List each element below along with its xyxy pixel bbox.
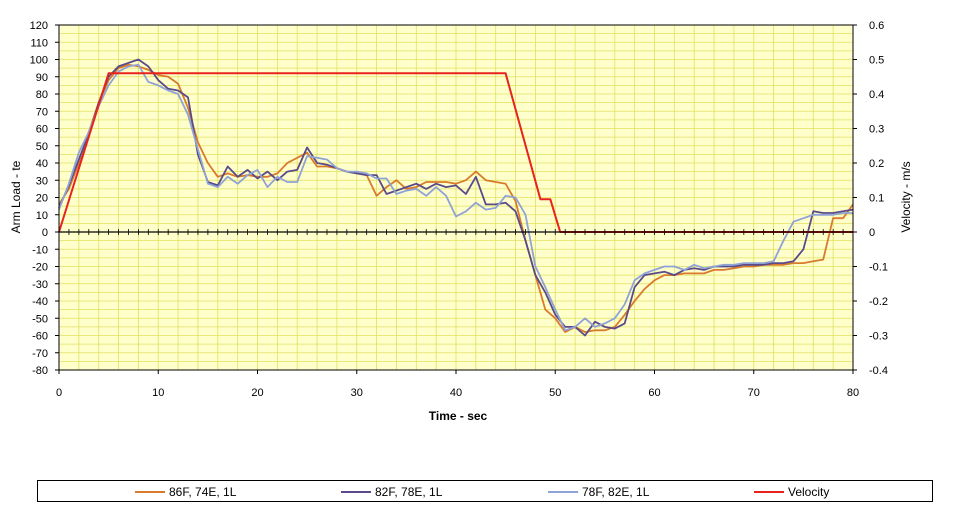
axes	[55, 24, 857, 374]
y-tick-label: 40	[36, 158, 48, 170]
x-tick-label: 10	[152, 387, 164, 399]
y-tick-label: 60	[36, 124, 48, 136]
series-line-2	[58, 58, 854, 337]
series-line-3	[58, 63, 853, 332]
legend-label-4: Velocity	[788, 485, 830, 499]
x-tick-label: 40	[450, 387, 462, 399]
legend-swatch-2	[341, 491, 371, 493]
y2-tick-label: -0.2	[869, 296, 888, 308]
x-axis-title: Time - sec	[429, 409, 488, 423]
y-tick-label: 110	[30, 37, 48, 49]
legend: 86F, 74E, 1L 82F, 78E, 1L 78F, 82E, 1L V…	[37, 480, 933, 502]
x-tick-label: 20	[251, 387, 263, 399]
y-tick-label: 20	[36, 193, 48, 205]
y2-tick-label: 0.4	[869, 89, 884, 101]
legend-item-3: 78F, 82E, 1L	[548, 484, 649, 500]
legend-swatch-3	[548, 491, 578, 493]
y-tick-label: 70	[36, 106, 48, 118]
y2-tick-label: 0.6	[869, 20, 884, 32]
y-tick-label: 120	[30, 20, 48, 32]
y-tick-label: 100	[30, 55, 48, 67]
legend-item-1: 86F, 74E, 1L	[135, 484, 236, 500]
y-axis-title: Arm Load - te	[9, 160, 23, 233]
y2-axis-title: Velocity - m/s	[899, 161, 913, 232]
legend-swatch-4	[754, 491, 784, 493]
tick-labels: 0 10 20 30 40 50 60 70 8012011010090807060504030…	[30, 20, 888, 399]
y2-tick-label: -0.3	[869, 331, 888, 343]
legend-label-1: 86F, 74E, 1L	[169, 485, 237, 499]
y-tick-label: 30	[36, 175, 48, 187]
y-tick-label: 50	[36, 141, 48, 153]
legend-label-3: 78F, 82E, 1L	[582, 485, 650, 499]
y-tick-label: 80	[36, 89, 48, 101]
y2-tick-label: 0.2	[869, 158, 884, 170]
y-tick-label: 0	[42, 227, 48, 239]
y-tick-label: -60	[32, 331, 48, 343]
y-tick-label: 10	[36, 210, 48, 222]
y2-tick-label: -0.1	[869, 262, 888, 274]
y2-tick-label: 0	[869, 227, 875, 239]
y-tick-label: -30	[32, 279, 48, 291]
legend-swatch-1	[135, 491, 165, 493]
y2-tick-label: 0.1	[869, 193, 884, 205]
x-tick-label: 0	[56, 387, 62, 399]
y-tick-label: -10	[32, 244, 48, 256]
grid-lines	[58, 24, 854, 371]
y2-tick-label: -0.4	[869, 365, 888, 377]
y-tick-label: -20	[32, 262, 48, 274]
x-tick-label: 60	[648, 387, 660, 399]
legend-item-2: 82F, 78E, 1L	[341, 484, 442, 500]
y-tick-label: -70	[32, 348, 48, 360]
x-tick-label: 50	[549, 387, 561, 399]
y-tick-label: -80	[32, 365, 48, 377]
y2-tick-label: 0.3	[869, 124, 884, 136]
x-tick-label: 70	[748, 387, 760, 399]
y2-tick-label: 0.5	[869, 55, 884, 67]
y-tick-label: -50	[32, 313, 48, 325]
y-tick-label: 90	[36, 72, 48, 84]
legend-label-2: 82F, 78E, 1L	[375, 485, 443, 499]
x-tick-label: 30	[351, 387, 363, 399]
y-tick-label: -40	[32, 296, 48, 308]
x-tick-label: 80	[847, 387, 859, 399]
legend-item-4: Velocity	[754, 484, 829, 500]
